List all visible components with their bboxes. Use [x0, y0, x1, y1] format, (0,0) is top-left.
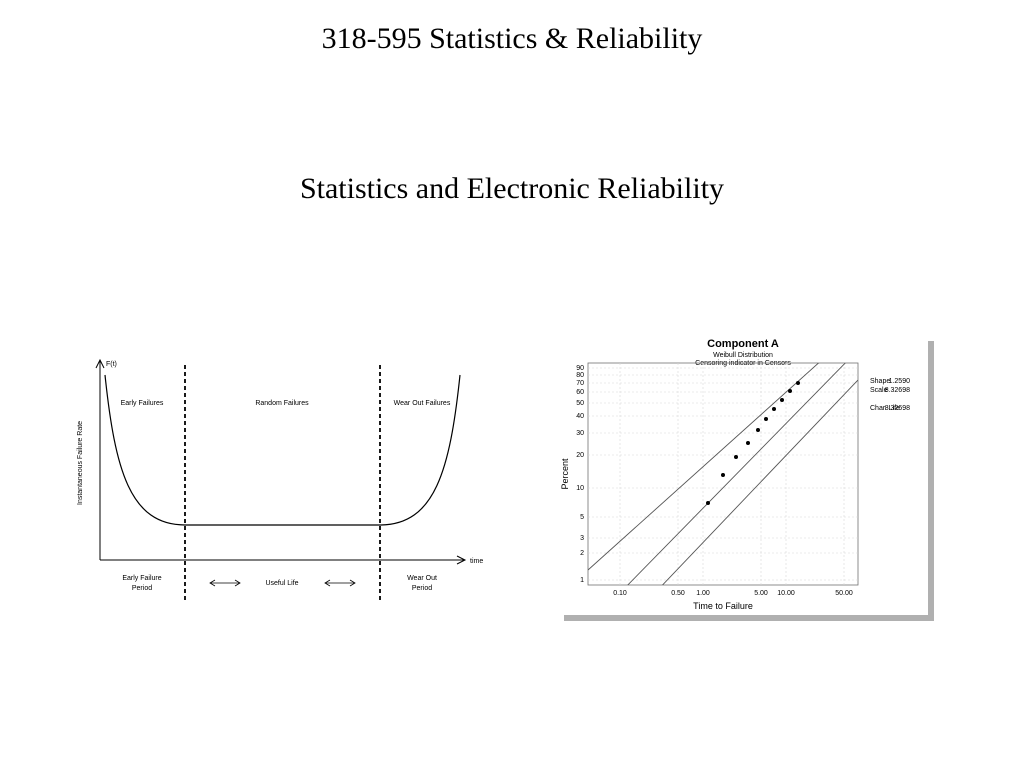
- weibull-figure: Component A Weibull DistributionCensoring…: [558, 335, 928, 615]
- svg-text:Shape: Shape: [870, 378, 890, 385]
- svg-text:time: time: [470, 558, 483, 565]
- svg-text:1.2590: 1.2590: [889, 378, 911, 385]
- svg-text:5: 5: [580, 514, 584, 521]
- svg-text:5.00: 5.00: [754, 590, 768, 597]
- svg-text:Weibull Distribution: Weibull Distribution: [713, 352, 773, 359]
- svg-text:Component A: Component A: [707, 338, 779, 350]
- svg-text:30: 30: [576, 430, 584, 437]
- svg-text:Wear Out Failures: Wear Out Failures: [394, 400, 451, 407]
- svg-text:40: 40: [576, 413, 584, 420]
- svg-text:Period: Period: [412, 585, 432, 592]
- bathtub-svg: F(t) Instantaneous Failure Rate time Early …: [60, 350, 490, 610]
- svg-text:60: 60: [576, 389, 584, 396]
- svg-text:Useful Life: Useful Life: [265, 580, 298, 587]
- bathtub-figure: F(t) Instantaneous Failure Rate time Early …: [60, 350, 490, 610]
- svg-text:Wear Out: Wear Out: [407, 575, 437, 582]
- page-subtitle: Statistics and Electronic Reliability: [0, 172, 1024, 206]
- svg-text:20: 20: [576, 452, 584, 459]
- svg-text:50.00: 50.00: [835, 590, 853, 597]
- svg-text:Instantaneous Failure Rate: Instantaneous Failure Rate: [77, 421, 84, 505]
- svg-text:10.00: 10.00: [777, 590, 795, 597]
- svg-text:Percent: Percent: [560, 458, 570, 490]
- svg-text:2: 2: [580, 550, 584, 557]
- svg-text:Censoring indicator in Censors: Censoring indicator in Censors: [695, 360, 791, 367]
- page-header: 318-595 Statistics & Reliability: [0, 22, 1024, 56]
- svg-text:80: 80: [576, 372, 584, 379]
- svg-text:Early Failure: Early Failure: [122, 575, 161, 582]
- svg-text:F(t): F(t): [106, 361, 117, 368]
- svg-text:0.10: 0.10: [613, 590, 627, 597]
- svg-text:50: 50: [576, 400, 584, 407]
- weibull-svg: Component A Weibull DistributionCensoring…: [558, 335, 928, 615]
- svg-text:90: 90: [576, 365, 584, 372]
- svg-text:Early Failures: Early Failures: [121, 400, 164, 407]
- svg-text:8.32698: 8.32698: [885, 405, 910, 412]
- svg-text:10: 10: [576, 485, 584, 492]
- svg-text:1.00: 1.00: [696, 590, 710, 597]
- svg-text:8.32698: 8.32698: [885, 387, 910, 394]
- svg-text:Random Failures: Random Failures: [255, 400, 309, 407]
- svg-text:Period: Period: [132, 585, 152, 592]
- svg-text:1: 1: [580, 577, 584, 584]
- svg-text:0.50: 0.50: [671, 590, 685, 597]
- svg-text:3: 3: [580, 535, 584, 542]
- svg-text:Time to Failure: Time to Failure: [693, 601, 753, 611]
- svg-text:70: 70: [576, 380, 584, 387]
